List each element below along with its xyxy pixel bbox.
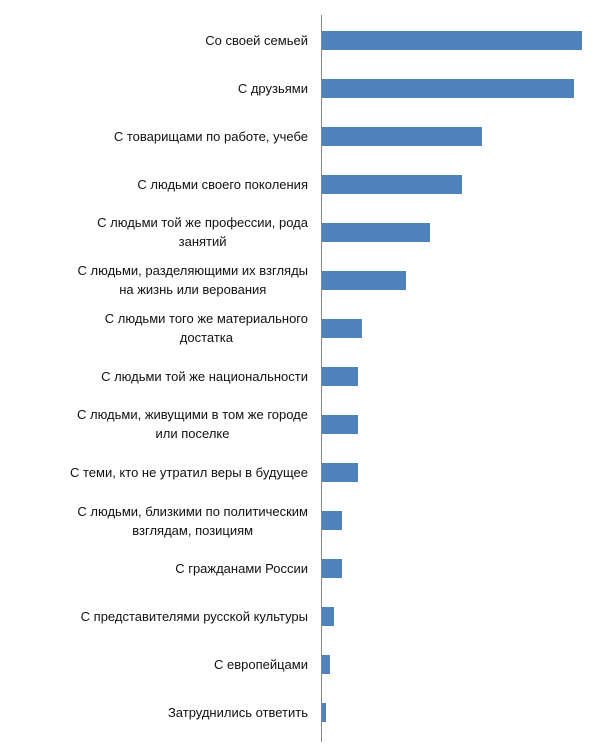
y-tick-label: С людьми той же профессии, рода занятий — [97, 215, 308, 250]
bar — [322, 414, 358, 434]
bar — [322, 655, 330, 675]
y-tick-label: Со своей семьей — [205, 32, 308, 48]
y-tick-label: С людьми, близкими по политическим взгля… — [77, 503, 308, 538]
y-tick-label-box: С европейцами — [18, 643, 308, 687]
bar — [322, 366, 358, 386]
y-tick-label: С людьми того же материального достатка — [104, 311, 308, 346]
y-tick-label-box: С людьми той же национальности — [18, 354, 308, 398]
bar — [322, 511, 342, 530]
bar — [322, 222, 430, 242]
bar — [322, 607, 334, 627]
y-tick-label-box: С товарищами по работе, учебе — [18, 114, 308, 158]
y-tick-label: С представителями русской культуры — [80, 609, 308, 625]
y-tick-label: С людьми, живущими в том же городе или п… — [77, 407, 308, 442]
y-tick-label-box: Затруднились ответить — [18, 691, 308, 735]
y-tick-label-box: С людьми, живущими в том же городе или п… — [18, 402, 308, 446]
y-tick-label-box: С людьми того же материального достатка — [18, 306, 308, 350]
bar — [322, 703, 326, 723]
y-tick-label-box: С людьми своего поколения — [18, 162, 308, 206]
y-tick-label: С людьми той же национальности — [101, 368, 308, 384]
bar — [322, 78, 574, 98]
y-tick-label: С гражданами России — [175, 561, 308, 577]
y-tick-label: С европейцами — [213, 657, 308, 673]
category-axis — [321, 15, 322, 742]
y-tick-label-box: С людьми, близкими по политическим взгля… — [18, 499, 308, 543]
y-tick-label-box: С людьми, разделяющими их взгляды на жиз… — [18, 258, 308, 302]
bar — [322, 318, 362, 338]
bar — [322, 462, 358, 482]
y-tick-label: С друзьями — [237, 80, 308, 96]
y-tick-label: С людьми своего поколения — [137, 176, 308, 192]
y-tick-label-box: С гражданами России — [18, 547, 308, 591]
y-tick-label: С людьми, разделяющими их взгляды на жиз… — [77, 263, 308, 298]
bar — [322, 30, 582, 50]
y-tick-label-box: С теми, кто не утратил веры в будущее — [18, 450, 308, 494]
y-tick-label-box: С друзьями — [18, 66, 308, 110]
bar — [322, 174, 462, 194]
y-tick-label: С товарищами по работе, учебе — [113, 128, 308, 144]
bar — [322, 126, 482, 146]
y-tick-label-box: С людьми той же профессии, рода занятий — [18, 210, 308, 254]
y-tick-label-box: Со своей семьей — [18, 18, 308, 62]
bar — [322, 270, 406, 290]
y-tick-label: С теми, кто не утратил веры в будущее — [69, 464, 308, 480]
bar — [322, 559, 342, 579]
y-tick-label-box: С представителями русской культуры — [18, 595, 308, 639]
y-tick-label: Затруднились ответить — [167, 705, 308, 721]
